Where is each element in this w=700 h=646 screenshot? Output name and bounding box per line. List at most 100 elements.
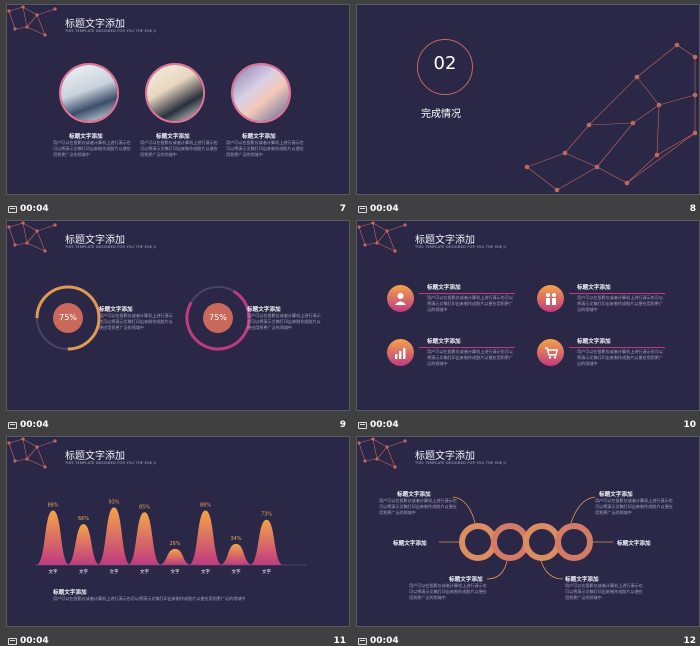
slide-thumb-12[interactable]: 标题文字添加 THIS TEMPLATE DESIGNED FOR YOU TH… [356,436,700,646]
item-text: 用户可以在投影仪或者计算机上进行演示也可以将演示文稿打印出来制作成胶片以便应用到… [379,498,457,515]
slide-number: 11 [333,636,346,646]
chain-ring [555,523,593,561]
item-title: 标题文字添加 [565,577,599,583]
slide-footer: 00:04 7 [6,195,350,218]
item-title: 标题文字添加 [69,134,103,140]
item-title: 标题文字添加 [427,285,461,291]
divider-line [419,347,515,348]
slide-number: 12 [683,636,696,646]
slide-footer: 00:04 8 [356,195,700,218]
wave-category-label: 文字 [171,568,180,575]
wave-category-label: 文字 [262,568,271,575]
slide-subtitle: THIS TEMPLATE DESIGNED FOR YOU THE SHE J… [65,461,156,465]
network-decoration [357,221,407,253]
chart-icon [387,339,414,366]
item-text: 用户可以在投影仪或者计算机上进行演示也可以将演示文稿打印出来制作成胶片以便应用到… [53,140,131,157]
section-circle [417,39,473,95]
network-decoration [7,221,57,253]
wave-value-label: 85% [139,504,150,510]
wave-category-label: 文字 [49,568,58,575]
slide-subtitle: THIS TEMPLATE DESIGNED FOR YOU THE SHE J… [65,29,156,33]
slide-11: 标题文字添加 THIS TEMPLATE DESIGNED FOR YOU TH… [6,436,350,627]
photo-team [59,63,119,123]
wave-category-label: 文字 [79,568,88,575]
transition-icon [358,205,367,213]
wave-category-label: 文字 [110,568,119,575]
slide-number: 9 [339,420,346,430]
item-title: 标题文字添加 [242,134,276,140]
item-title: 标题文字添加 [99,307,133,313]
slide-footer: 00:04 12 [356,627,700,646]
wave-value-label: 88% [47,502,58,508]
slide-thumb-9[interactable]: 标题文字添加 THIS TEMPLATE DESIGNED FOR YOU TH… [6,220,350,434]
slide-8: 02 完成情况 [356,4,700,195]
item-title: 标题文字添加 [247,307,281,313]
progress-ring [185,285,251,351]
divider-line [569,293,665,294]
slide-number: 10 [683,420,696,430]
wave-category-label: 文字 [201,568,210,575]
slide-time: 00:04 [370,636,399,646]
wave-category-label: 文字 [140,568,149,575]
item-title: 标题文字添加 [599,492,633,498]
slide-subtitle: THIS TEMPLATE DESIGNED FOR YOU THE SHE J… [415,245,506,249]
photo-meeting [145,63,205,123]
item-text: 用户可以在投影仪或者计算机上进行演示也可以将演示文稿打印出来制作成胶片以便应用到… [577,349,663,366]
slide-footer: 00:04 11 [6,627,350,646]
connector-lines [439,496,613,580]
wave-bar [36,510,70,565]
progress-percent: 75% [209,313,227,322]
wave-bar [188,510,223,565]
wave-bar [66,524,101,565]
slide-thumb-10[interactable]: 标题文字添加 THIS TEMPLATE DESIGNED FOR YOU TH… [356,220,700,434]
people-icon [537,285,564,312]
divider-line [419,293,515,294]
slide-title: 标题文字添加 [65,19,125,30]
slide-subtitle: THIS TEMPLATE DESIGNED FOR YOU THE SHE J… [415,461,506,465]
item-text: 用户可以在投影仪或者计算机上进行演示也可以将演示文稿打印出来制作成胶片以便应用到… [427,295,513,312]
slide-footer: 00:04 10 [356,411,700,434]
slide-number: 7 [339,204,346,214]
wave-value-label: 73% [261,512,272,518]
slide-10: 标题文字添加 THIS TEMPLATE DESIGNED FOR YOU TH… [356,220,700,411]
slide-9: 标题文字添加 THIS TEMPLATE DESIGNED FOR YOU TH… [6,220,350,411]
network-decoration [7,5,57,37]
wave-value-label: 66% [78,516,89,522]
slide-time: 00:04 [20,420,49,430]
photo-handshake [231,63,291,123]
item-text: 用户可以在投影仪或者计算机上进行演示也可以将演示文稿打印出来制作成胶片以便应用到… [226,140,304,157]
transition-icon [358,421,367,429]
slide-7: 标题文字添加 THIS TEMPLATE DESIGNED FOR YOU TH… [6,4,350,195]
item-text: 用户可以在投影仪或者计算机上进行演示也可以将演示文稿打印出来制作成胶片以便应用到… [99,313,173,330]
slide-thumb-8[interactable]: 02 完成情况 00:04 8 [356,4,700,218]
item-title: 标题文字添加 [427,339,461,345]
item-text: 用户可以在投影仪或者计算机上进行演示也可以将演示文稿打印出来制作成胶片以便应用到… [140,140,218,157]
slide-title: 标题文字添加 [415,451,475,462]
wave-value-label: 88% [200,502,211,508]
divider-line [569,347,665,348]
slide-footer: 00:04 9 [6,411,350,434]
wave-bar [127,512,162,565]
item-title: 标题文字添加 [397,492,431,498]
wave-category-label: 文字 [232,568,241,575]
network-decoration [524,42,698,193]
wave-value-label: 26% [169,541,180,547]
network-decoration [357,437,407,469]
slide-time: 00:04 [20,204,49,214]
user-icon [387,285,414,312]
wave-value-label: 93% [108,499,119,505]
item-title: 标题文字添加 [156,134,190,140]
slide-time: 00:04 [370,420,399,430]
transition-icon [8,421,17,429]
slide-thumb-11[interactable]: 标题文字添加 THIS TEMPLATE DESIGNED FOR YOU TH… [6,436,350,646]
wave-bar [219,543,253,565]
slide-thumb-7[interactable]: 标题文字添加 THIS TEMPLATE DESIGNED FOR YOU TH… [6,4,350,218]
progress-ring [35,285,101,351]
wave-value-label: 34% [230,536,241,542]
item-text: 用户可以在投影仪或者计算机上进行演示也可以将演示文稿打印出来制作成胶片以便应用到… [565,583,643,600]
wave-chart: 88% 文字 66% 文字 93% 文字 85% 文字 26% 文字 88% 文字 34% 文字 73% 文字 [35,499,307,575]
item-text: 用户可以在投影仪或者计算机上进行演示也可以将演示文稿打印出来制作成胶片以便应用到… [427,349,513,366]
slide-title: 标题文字添加 [65,235,125,246]
progress-percent: 75% [59,313,77,322]
item-title: 标题文字添加 [617,541,651,547]
